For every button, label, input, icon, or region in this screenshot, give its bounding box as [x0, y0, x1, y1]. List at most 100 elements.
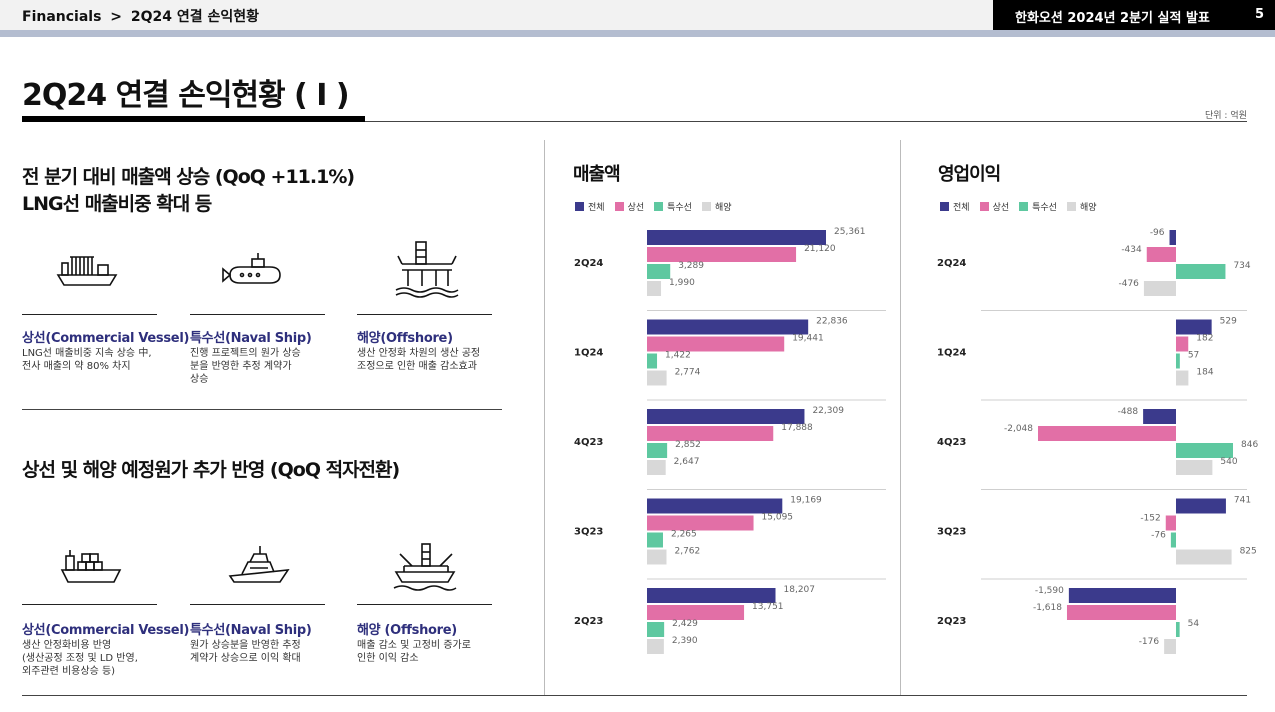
value-label-naval-4q23: 2,852 [675, 440, 701, 450]
bar-total-4q23 [647, 409, 805, 424]
bar-offshore-2q23 [647, 639, 664, 654]
section-divider [22, 409, 502, 410]
category-label-2q24: 2Q24 [937, 258, 966, 269]
bar-naval-4q23 [647, 443, 668, 458]
value-label-naval-1q24: 57 [1188, 351, 1199, 361]
desc-line: 외주관련 비용상승 등) [22, 666, 116, 677]
bar-naval-1q24 [647, 353, 658, 369]
breadcrumb-separator: > [110, 9, 123, 25]
legend-item-total: 전체 [575, 200, 605, 213]
profit-segment-commercial-desc: 생산 안정화비용 반영 (생산공정 조정 및 LD 반영, 외주관련 비용상승 … [22, 639, 172, 678]
profit-segment-commercial-name: 상선(Commercial Vessel) [22, 623, 190, 638]
value-label-offshore-2q24: 1,990 [669, 278, 695, 288]
bar-total-1q24 [1175, 319, 1212, 335]
desc-line: 상승 [190, 374, 209, 385]
column-divider [544, 140, 545, 695]
category-label-3q23: 3Q23 [574, 527, 603, 538]
desc-line: 전사 매출의 약 80% 차지 [22, 361, 131, 372]
breadcrumb-root[interactable]: Financials [22, 9, 102, 25]
value-label-naval-2q23: 54 [1188, 619, 1200, 629]
legend-item-offshore: 해양 [1066, 200, 1097, 213]
sales-heading: 전 분기 대비 매출액 상승 (QoQ +11.1%) LNG선 매출비중 확대… [22, 164, 355, 218]
value-label-commercial-3q23: -152 [1140, 514, 1160, 524]
page-number: 5 [1255, 7, 1265, 22]
bar-naval-1q24 [1175, 353, 1180, 369]
category-label-2q24: 2Q24 [574, 258, 603, 269]
category-label-1q24: 1Q24 [574, 348, 603, 359]
profit-chart-legend: 전체 상선 특수선 해양 [940, 200, 1107, 213]
legend-swatch [614, 202, 624, 211]
sales-chart-legend: 전체 상선 특수선 해양 [575, 200, 742, 213]
bar-commercial-2q23 [1066, 605, 1176, 620]
value-label-total-3q23: 741 [1234, 496, 1251, 506]
bar-naval-4q23 [1175, 443, 1233, 458]
value-label-commercial-1q24: 19,441 [792, 334, 824, 344]
desc-line: 원가 상승분을 반영한 추정 [190, 640, 301, 651]
value-label-offshore-2q23: -176 [1139, 637, 1160, 647]
sales-segment-commercial-desc: LNG선 매출비중 지속 상승 中, 전사 매출의 약 80% 차지 [22, 347, 172, 373]
value-label-total-2q23: -1,590 [1035, 586, 1064, 596]
legend-label: 전체 [588, 203, 605, 213]
legend-swatch [575, 202, 584, 211]
value-label-commercial-1q24: 182 [1196, 334, 1213, 344]
bar-total-3q23 [1175, 498, 1226, 514]
value-label-naval-2q23: 2,429 [672, 619, 698, 629]
bar-commercial-3q23 [1165, 515, 1176, 531]
bar-total-4q23 [1143, 409, 1176, 424]
value-label-offshore-4q23: 540 [1220, 457, 1237, 467]
desc-line: 매출 감소 및 고정비 증가로 [357, 640, 471, 651]
bar-offshore-1q24 [647, 370, 667, 386]
bar-commercial-1q24 [1175, 336, 1189, 352]
value-label-commercial-4q23: -2,048 [1004, 424, 1033, 434]
legend-item-total: 전체 [940, 200, 970, 213]
sales-segment-commercial-name: 상선(Commercial Vessel) [22, 331, 190, 346]
profit-chart-title: 영업이익 [938, 164, 1001, 185]
bar-commercial-2q24 [1146, 247, 1176, 262]
value-label-naval-1q24: 1,422 [665, 351, 691, 361]
fpso-icon [393, 543, 457, 591]
bar-commercial-2q24 [647, 247, 797, 262]
bar-total-2q24 [647, 230, 826, 245]
value-label-offshore-1q24: 2,774 [675, 368, 701, 378]
segment-rule [357, 604, 492, 605]
legend-label: 특수선 [1032, 203, 1057, 213]
bar-commercial-2q23 [647, 605, 745, 620]
sales-segment-naval-desc: 진행 프로젝트의 원가 상승 분을 반영한 추정 계약가 상승 [190, 347, 340, 386]
value-label-offshore-2q23: 2,390 [672, 636, 698, 646]
bar-commercial-1q24 [647, 336, 785, 352]
bar-commercial-4q23 [647, 426, 774, 441]
bar-offshore-2q23 [1164, 639, 1176, 654]
value-label-total-2q24: 25,361 [834, 227, 866, 237]
bar-offshore-2q24 [647, 281, 662, 296]
desc-line: 분을 반영한 추정 계약가 [190, 361, 292, 372]
legend-label: 상선 [627, 203, 645, 213]
bar-offshore-3q23 [1175, 549, 1232, 565]
legend-label: 특수선 [667, 203, 692, 213]
legend-item-offshore: 해양 [701, 200, 732, 213]
title-underline [22, 116, 365, 122]
desc-line: 생산 안정화비용 반영 [22, 640, 112, 651]
value-label-total-2q23: 18,207 [784, 585, 816, 595]
unit-label: 단위 : 억원 [1205, 111, 1247, 121]
breadcrumb: Financials > 2Q24 연결 손익현황 [22, 6, 263, 26]
value-label-commercial-2q23: 13,751 [752, 602, 784, 612]
report-title-bar: 한화오션 2024년 2분기 실적 발표 5 [993, 0, 1275, 30]
title-rule [365, 121, 1247, 122]
desc-line: LNG선 매출비중 지속 상승 中, [22, 348, 152, 359]
bar-offshore-1q24 [1175, 370, 1189, 386]
value-label-total-3q23: 19,169 [790, 496, 822, 506]
profit-segment-offshore-desc: 매출 감소 및 고정비 증가로 인한 이익 감소 [357, 639, 507, 665]
profit-segment-offshore-name: 해양 (Offshore) [357, 623, 457, 638]
lng-carrier-icon [56, 256, 118, 286]
value-label-offshore-1q24: 184 [1196, 368, 1213, 378]
desc-line: 진행 프로젝트의 원가 상승 [190, 348, 301, 359]
bottom-rule [22, 695, 1247, 696]
legend-label: 상선 [992, 203, 1010, 213]
desc-line: 생산 안정화 차원의 생산 공정 [357, 348, 481, 359]
legend-item-commercial: 상선 [979, 200, 1010, 213]
column-divider [900, 140, 901, 695]
legend-swatch [654, 202, 664, 211]
value-label-commercial-3q23: 15,095 [762, 513, 794, 523]
value-label-offshore-3q23: 2,762 [674, 547, 700, 557]
sales-chart: 2Q24 25,361 21,120 3,289 1,990 1Q24 22,836 19,4… [574, 227, 886, 654]
